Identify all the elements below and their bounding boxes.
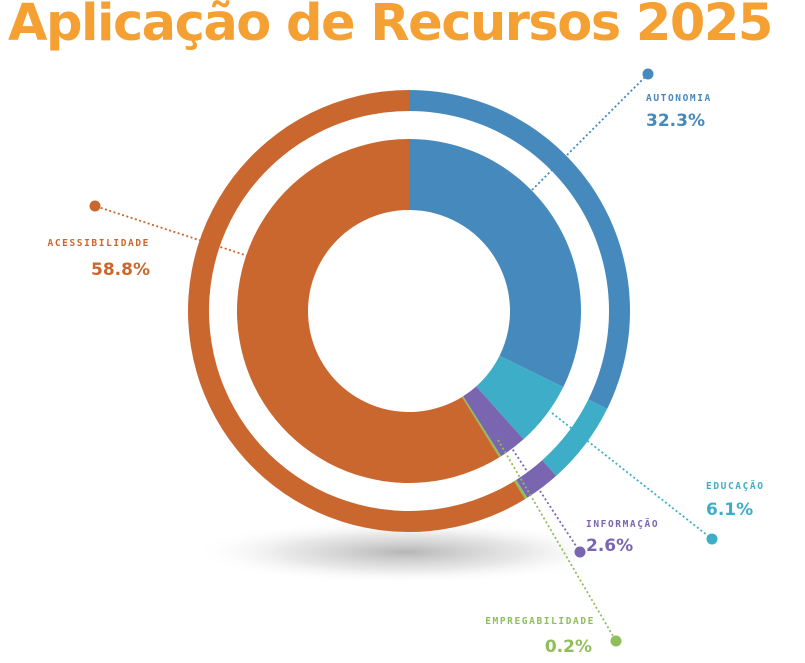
label-value-educacao: 6.1%	[706, 500, 753, 520]
inner-ring-slice-educacao	[476, 355, 564, 440]
leader-dot-informacao	[574, 546, 586, 558]
label-value-autonomia: 32.3%	[646, 111, 705, 131]
label-value-acessibilidade: 58.8%	[91, 260, 150, 280]
leader-line-empregabilidade	[497, 439, 617, 642]
leader-line-autonomia	[531, 73, 649, 191]
inner-ring-slice-empregabilidade	[462, 396, 502, 458]
leader-dot-educacao	[706, 533, 718, 545]
label-name-empregabilidade: EMPREGABILIDADE	[485, 616, 595, 627]
label-value-empregabilidade: 0.2%	[545, 637, 592, 657]
outer-ring-slice-empregabilidade	[514, 479, 528, 500]
outer-ring-slice-autonomia	[409, 90, 631, 409]
leader-dot-autonomia	[642, 68, 654, 80]
leader-dot-empregabilidade	[610, 635, 622, 647]
leader-dot-acessibilidade	[89, 200, 101, 212]
outer-ring-slice-educacao	[542, 399, 608, 476]
label-name-informacao: INFORMAÇÃO	[586, 519, 659, 530]
leader-lines	[89, 68, 718, 647]
inner-ring-slice-acessibilidade	[237, 139, 500, 483]
slice-labels: AUTONOMIA 32.3% EDUCAÇÃO 6.1% INFORMAÇÃO 2.6%…	[48, 93, 765, 657]
inner-ring	[237, 139, 581, 483]
label-value-informacao: 2.6%	[586, 536, 633, 556]
label-name-acessibilidade: ACESSIBILIDADE	[48, 238, 150, 249]
inner-ring-slice-informacao	[463, 386, 524, 457]
chart-shadow	[190, 520, 620, 584]
label-name-educacao: EDUCAÇÃO	[706, 481, 765, 492]
chart-title: Aplicação de Recursos 2025	[8, 0, 773, 53]
inner-ring-slice-autonomia	[409, 139, 581, 388]
label-name-autonomia: AUTONOMIA	[646, 93, 712, 104]
